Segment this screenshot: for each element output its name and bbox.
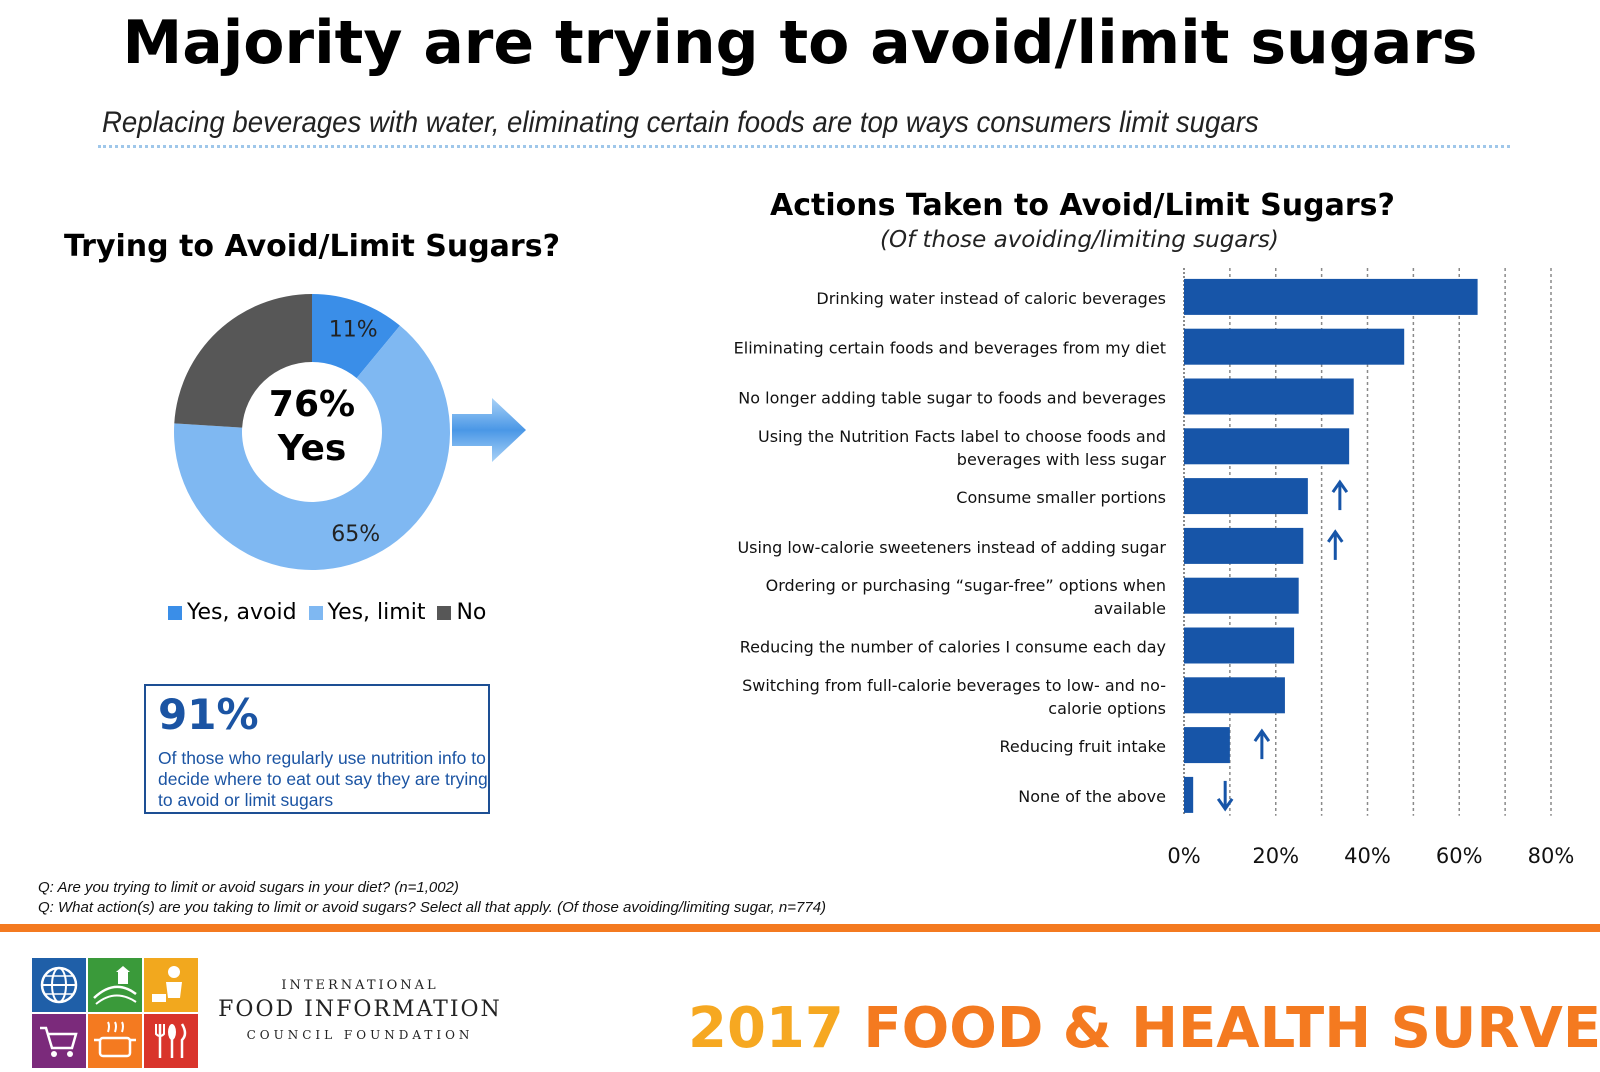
stat-callout-box: 91% Of those who regularly use nutrition… [144,684,490,814]
page-title: Majority are trying to avoid/limit sugar… [122,8,1478,78]
x-tick-label: 80% [1528,844,1575,868]
survey-year: 2017 [688,996,844,1061]
bar [1184,428,1350,465]
category-label: Reducing the number of calories I consum… [740,638,1166,657]
survey-title: 2017 FOOD & HEALTH SURVEY [688,996,1600,1061]
donut-legend: Yes, avoid Yes, limit No [168,600,498,625]
donut-center-percent: 76% [269,384,355,425]
x-tick-label: 20% [1252,844,1299,868]
trend-arrows [1216,479,1349,812]
bar [1184,727,1230,764]
bar-chart-title: Actions Taken to Avoid/Limit Sugars? [770,188,1395,223]
donut-slice [174,294,312,428]
stat-text: Of those who regularly use nutrition inf… [158,748,488,810]
x-tick-label: 60% [1436,844,1483,868]
category-label: Switching from full-calorie beverages to… [742,676,1166,695]
category-label: No longer adding table sugar to foods an… [738,389,1166,408]
bar-category-labels: Drinking water instead of caloric bevera… [734,289,1167,806]
donut-labels: 11% 65% [329,318,380,547]
category-label: None of the above [1018,787,1166,806]
org-name-line2: FOOD INFORMATION [218,997,502,1022]
bar [1184,378,1354,415]
donut-data-label: 11% [329,318,378,343]
category-label: available [1094,599,1166,618]
category-label: calorie options [1048,699,1166,718]
dotted-divider [98,145,1510,148]
bar [1184,278,1478,315]
org-name-line1: INTERNATIONAL [281,978,439,993]
legend-swatch [168,605,182,620]
category-label: Using low-calorie sweeteners instead of … [737,538,1166,557]
ific-logo [32,958,200,1068]
org-name-line3: COUNCIL FOUNDATION [246,1028,474,1042]
arrow-down-icon [1216,780,1234,812]
donut-data-label: 65% [331,522,380,547]
legend-item-yes-avoid: Yes, avoid [168,600,297,625]
donut-slice [174,325,451,570]
legend-label: Yes, avoid [187,600,297,625]
page-subtitle: Replacing beverages with water, eliminat… [102,106,1259,139]
donut-slices [174,294,451,570]
legend-swatch [437,605,452,620]
bar [1184,627,1295,664]
bar-chart: Drinking water instead of caloric bevera… [734,268,1574,868]
utensils-icon [144,1014,198,1068]
org-name: INTERNATIONAL FOOD INFORMATION COUNCIL F… [210,978,510,1042]
stat-number: 91% [158,690,259,739]
x-tick-label: 0% [1167,844,1200,868]
bar [1184,577,1299,614]
x-tick-label: 40% [1344,844,1391,868]
category-label: beverages with less sugar [957,450,1167,469]
farm-icon [88,958,142,1012]
arrow-up-icon [1331,479,1349,511]
legend-item-yes-limit: Yes, limit [308,600,426,625]
category-label: Ordering or purchasing “sugar-free” opti… [766,576,1166,595]
bar [1184,677,1285,714]
category-label: Drinking water instead of caloric bevera… [816,289,1166,308]
x-axis-ticks: 0% 20% 40% 60% 80% [1167,844,1574,868]
bar [1184,328,1405,365]
bar [1184,478,1308,515]
legend-swatch [308,605,323,620]
donut-slice [312,294,400,379]
globe-icon [32,958,86,1012]
arrow-up-icon [1327,529,1344,560]
category-label: Reducing fruit intake [999,737,1166,756]
arrow-right-icon [452,398,526,462]
chef-icon [144,958,198,1012]
bar [1184,527,1304,564]
footnote-2: Q: What action(s) are you taking to limi… [38,899,827,916]
bar-series [1184,278,1478,813]
donut-center-label: Yes [277,428,347,469]
bar [1184,776,1194,813]
legend-label: No [456,600,487,625]
cooking-pot-icon [88,1014,142,1068]
footer-divider [0,924,1600,932]
arrow-up-icon [1253,728,1271,760]
donut-chart: 11% 65% 76% Yes [174,294,526,570]
footnote-1: Q: Are you trying to limit or avoid suga… [38,879,459,896]
category-label: Consume smaller portions [956,488,1166,507]
category-label: Eliminating certain foods and beverages … [734,339,1166,358]
footnotes: Q: Are you trying to limit or avoid suga… [38,878,826,918]
donut-chart-title: Trying to Avoid/Limit Sugars? [64,229,560,264]
category-label: Using the Nutrition Facts label to choos… [758,427,1166,446]
legend-item-no: No [437,600,486,625]
legend-label: Yes, limit [327,600,426,625]
bar-chart-subtitle: (Of those avoiding/limiting sugars) [880,227,1279,253]
survey-name: FOOD & HEALTH SURVEY [863,996,1600,1061]
shopping-cart-icon [32,1014,86,1068]
